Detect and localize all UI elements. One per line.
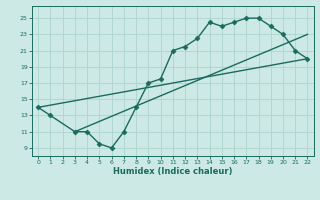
X-axis label: Humidex (Indice chaleur): Humidex (Indice chaleur) bbox=[113, 167, 233, 176]
